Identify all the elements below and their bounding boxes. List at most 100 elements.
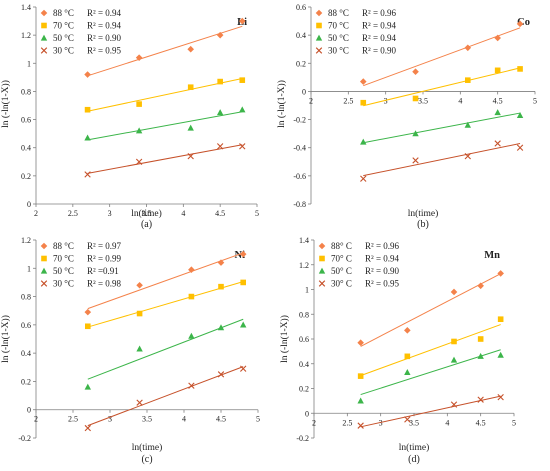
panel-caption: (d) bbox=[408, 454, 420, 465]
legend-marker-70 bbox=[316, 22, 322, 29]
data-point bbox=[84, 106, 91, 113]
data-point bbox=[357, 339, 364, 347]
trendline bbox=[363, 27, 521, 87]
data-point bbox=[465, 77, 471, 83]
data-point bbox=[187, 45, 194, 53]
y-tick-label: 1 bbox=[27, 264, 31, 273]
data-point bbox=[412, 68, 419, 76]
y-tick-label: 1 bbox=[27, 59, 31, 68]
legend-r2: R² = 0.90 bbox=[365, 266, 400, 276]
y-tick-label: -0.8 bbox=[293, 200, 306, 209]
data-point bbox=[85, 323, 91, 330]
data-point bbox=[477, 282, 484, 290]
y-tick-label: 0.8 bbox=[21, 293, 31, 302]
panel-element-label: Mn bbox=[484, 250, 500, 261]
data-point bbox=[187, 84, 194, 91]
data-point bbox=[136, 310, 143, 317]
legend-r2: R² = 0.96 bbox=[362, 8, 397, 18]
data-point bbox=[240, 279, 246, 286]
data-point bbox=[516, 144, 524, 151]
legend-r2: R² = 0.98 bbox=[87, 279, 122, 289]
legend-marker-70 bbox=[41, 22, 47, 29]
panel-caption: (b) bbox=[417, 219, 429, 230]
x-tick-label: 3.5 bbox=[142, 209, 152, 218]
legend-marker-70 bbox=[319, 255, 325, 262]
data-point bbox=[217, 324, 225, 331]
x-tick-label: 5 bbox=[512, 418, 516, 427]
data-point bbox=[84, 383, 91, 390]
data-point bbox=[412, 95, 419, 102]
data-point bbox=[240, 321, 247, 328]
data-point bbox=[84, 424, 91, 432]
data-point bbox=[404, 416, 411, 423]
y-tick-label: 1.2 bbox=[21, 236, 31, 245]
x-axis-label: ln(time) bbox=[131, 208, 162, 219]
data-point bbox=[216, 143, 224, 150]
chart-panel-li: 0 0.2 0.4 0.6 0.8 1 1.2 1.4 2 2.5 3 3.5 4 4.5 5 ln(time… bbox=[0, 3, 259, 230]
legend-label: 88 °C bbox=[53, 241, 74, 251]
data-point bbox=[360, 99, 367, 106]
legend-r2: R² = 0.97 bbox=[87, 241, 122, 251]
x-tick-label: 4 bbox=[181, 209, 185, 218]
x-tick-label: 2 bbox=[34, 209, 38, 218]
x-tick-label: 4.5 bbox=[476, 418, 486, 427]
data-point bbox=[497, 351, 504, 358]
data-point bbox=[217, 78, 223, 85]
x-tick-label: 4.5 bbox=[493, 96, 503, 105]
data-point bbox=[84, 71, 91, 78]
series-70c bbox=[360, 66, 523, 107]
x-tick-label: 4.5 bbox=[215, 209, 225, 218]
legend-label: 30 °C bbox=[53, 279, 74, 289]
legend-r2: R² = 0.94 bbox=[362, 21, 397, 31]
data-point bbox=[240, 365, 247, 372]
y-tick-label: 0.8 bbox=[299, 310, 309, 319]
y-tick-label: 0.2 bbox=[299, 385, 309, 394]
trendline bbox=[87, 111, 243, 141]
legend-marker-88 bbox=[40, 242, 48, 250]
data-point bbox=[497, 393, 504, 401]
data-point bbox=[497, 270, 504, 277]
trendline bbox=[87, 318, 244, 380]
trendline bbox=[363, 67, 521, 107]
y-tick-label: 0 bbox=[302, 87, 306, 96]
legend-label: 50 °C bbox=[53, 266, 74, 276]
x-tick-label: 3.5 bbox=[418, 96, 428, 105]
data-point bbox=[136, 399, 143, 406]
data-point bbox=[217, 371, 225, 378]
y-axis-label: ln (-ln(1-X)) bbox=[0, 315, 11, 363]
data-point bbox=[516, 111, 524, 118]
y-axis-label: ln (-ln(1-X)) bbox=[276, 80, 287, 128]
data-point bbox=[450, 401, 458, 408]
data-point bbox=[360, 138, 367, 145]
trendline bbox=[360, 324, 501, 377]
data-point bbox=[450, 288, 458, 296]
chart-panel-co: -0.8 -0.6 -0.4 -0.2 0 0.2 0.4 0.6 2 2.5 3 3.5 4 4.5 5 l… bbox=[276, 3, 537, 230]
y-tick-label: 0.4 bbox=[21, 349, 31, 358]
trendline bbox=[87, 366, 244, 427]
legend-label: 70 °C bbox=[328, 21, 349, 31]
legend-label: 88° C bbox=[331, 241, 352, 251]
y-tick-label: -0.4 bbox=[293, 144, 306, 153]
y-axis-label: ln (-ln(1-X)) bbox=[279, 315, 290, 363]
legend-marker-30 bbox=[318, 280, 326, 287]
x-tick-label: 2.5 bbox=[343, 96, 353, 105]
data-point bbox=[412, 157, 419, 164]
data-point bbox=[494, 109, 501, 116]
y-tick-label: 1.2 bbox=[299, 261, 309, 270]
data-point bbox=[135, 54, 143, 61]
series-50c bbox=[84, 318, 247, 390]
data-point bbox=[464, 121, 471, 128]
x-tick-label: 2.5 bbox=[68, 209, 78, 218]
x-tick-label: 4 bbox=[458, 96, 462, 105]
y-tick-label: 1 bbox=[305, 286, 309, 295]
data-point bbox=[404, 327, 411, 334]
data-point bbox=[217, 259, 225, 266]
data-point bbox=[517, 66, 523, 72]
x-tick-label: 4 bbox=[445, 418, 449, 427]
data-point bbox=[497, 316, 504, 322]
legend-marker-88 bbox=[315, 9, 323, 17]
legend-label: 50° C bbox=[331, 266, 352, 276]
legend-r2: R² = 0.94 bbox=[362, 33, 397, 43]
data-point bbox=[84, 308, 92, 316]
trendline bbox=[360, 395, 501, 428]
